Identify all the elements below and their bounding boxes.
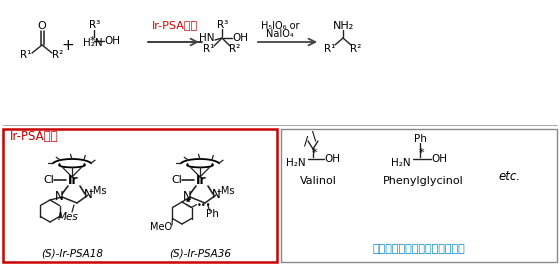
Text: –Ms: –Ms <box>88 186 108 196</box>
Text: ▲: ▲ <box>186 197 190 202</box>
Text: Cl: Cl <box>44 175 54 185</box>
Text: OH: OH <box>324 154 340 164</box>
Text: •••: ••• <box>197 201 211 210</box>
Text: NaIO₄: NaIO₄ <box>266 29 294 39</box>
Text: (S)-Ir-PSA18: (S)-Ir-PSA18 <box>41 248 103 258</box>
Text: R²: R² <box>230 44 241 54</box>
Text: アミノアルコール系不斍補助剤: アミノアルコール系不斍補助剤 <box>372 244 465 254</box>
Text: Ir: Ir <box>68 174 78 188</box>
Text: R²: R² <box>53 50 64 60</box>
Text: Ir-PSA触媒: Ir-PSA触媒 <box>152 20 198 30</box>
Text: Valinol: Valinol <box>300 176 337 186</box>
Text: Phenylglycinol: Phenylglycinol <box>382 176 463 186</box>
Text: NH₂: NH₂ <box>333 21 354 31</box>
Text: Ph: Ph <box>414 134 426 144</box>
Text: N: N <box>212 188 221 201</box>
Text: *: * <box>418 148 424 158</box>
Text: H₂N: H₂N <box>83 38 102 48</box>
Text: Ph: Ph <box>206 209 218 219</box>
Text: R¹: R¹ <box>20 50 32 60</box>
Bar <box>281 129 557 262</box>
Text: HN: HN <box>198 33 214 43</box>
Text: N: N <box>83 188 92 201</box>
Text: N: N <box>183 191 192 204</box>
Text: Ir: Ir <box>195 174 206 188</box>
Text: etc.: etc. <box>499 170 521 183</box>
Text: H₂N: H₂N <box>391 158 411 168</box>
Text: OH: OH <box>431 154 447 164</box>
Text: N: N <box>55 191 63 204</box>
Text: MeO: MeO <box>150 222 172 232</box>
Text: OH: OH <box>232 33 248 43</box>
Text: R¹: R¹ <box>203 44 214 54</box>
Text: *: * <box>89 36 95 46</box>
Bar <box>3 129 277 262</box>
Text: +: + <box>62 38 74 52</box>
Text: –Ms: –Ms <box>217 186 235 196</box>
Text: R³: R³ <box>90 20 101 30</box>
Text: Mes: Mes <box>58 212 78 222</box>
Text: R²: R² <box>351 44 362 54</box>
Text: Ir-PSA触媒: Ir-PSA触媒 <box>10 130 59 144</box>
Text: H₅IO₆ or: H₅IO₆ or <box>261 21 299 31</box>
Text: *: * <box>311 148 317 158</box>
Text: R¹: R¹ <box>324 44 335 54</box>
Text: R³: R³ <box>217 20 228 30</box>
Text: O: O <box>38 21 46 31</box>
Text: H₂N: H₂N <box>286 158 306 168</box>
Text: (S)-Ir-PSA36: (S)-Ir-PSA36 <box>169 248 231 258</box>
Text: /: / <box>304 135 308 148</box>
Text: \: \ <box>312 130 316 143</box>
Text: OH: OH <box>104 36 120 46</box>
Text: Cl: Cl <box>171 175 183 185</box>
